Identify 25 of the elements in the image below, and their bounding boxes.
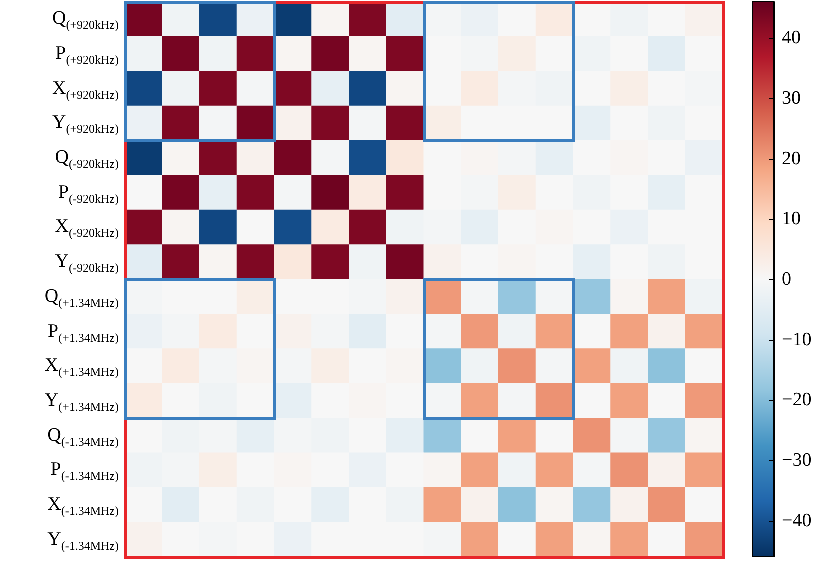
y-tick-label: P$_{(+1.34MHz)}$: [48, 320, 119, 345]
color-bar-label: −40: [782, 510, 812, 532]
y-tick-label: Y$_{(-920kHz)}$: [55, 250, 119, 276]
color-bar-label: 0: [782, 269, 792, 290]
color-bar-label: −10: [782, 329, 812, 350]
y-tick-label: X$_{(-920kHz)}$: [55, 215, 119, 240]
y-tick-label: Q$_{(-1.34MHz)}$: [48, 424, 119, 449]
color-bar-label: 10: [782, 208, 801, 230]
color-bar-label: −20: [782, 390, 812, 411]
color-bar-label: 20: [782, 148, 801, 170]
y-tick-label: X$_{(+920kHz)}$: [52, 76, 119, 102]
y-tick-label: Q$_{(+920kHz)}$: [52, 7, 119, 32]
color-bar-label: 40: [782, 28, 801, 49]
y-tick-label: Q$_{(-920kHz)}$: [55, 146, 119, 172]
color-bar-label: −30: [782, 450, 812, 471]
y-tick-label: X$_{(+1.34MHz)}$: [44, 354, 119, 380]
y-tick-label: X$_{(-1.34MHz)}$: [48, 492, 119, 518]
y-tick-label: Q$_{(+1.34MHz)}$: [44, 284, 119, 310]
y-tick-label: Y$_{(+1.34MHz)}$: [44, 388, 119, 414]
y-tick-label: P$_{(+920kHz)}$: [56, 42, 119, 68]
y-tick-label: Y$_{(-1.34MHz)}$: [48, 528, 119, 553]
y-tick-label: P$_{(-1.34MHz)}$: [50, 458, 119, 484]
color-bar-label: 30: [782, 88, 801, 110]
y-tick-label: Y$_{(+920kHz)}$: [52, 111, 119, 136]
y-tick-label: P$_{(-920kHz)}$: [58, 180, 119, 206]
